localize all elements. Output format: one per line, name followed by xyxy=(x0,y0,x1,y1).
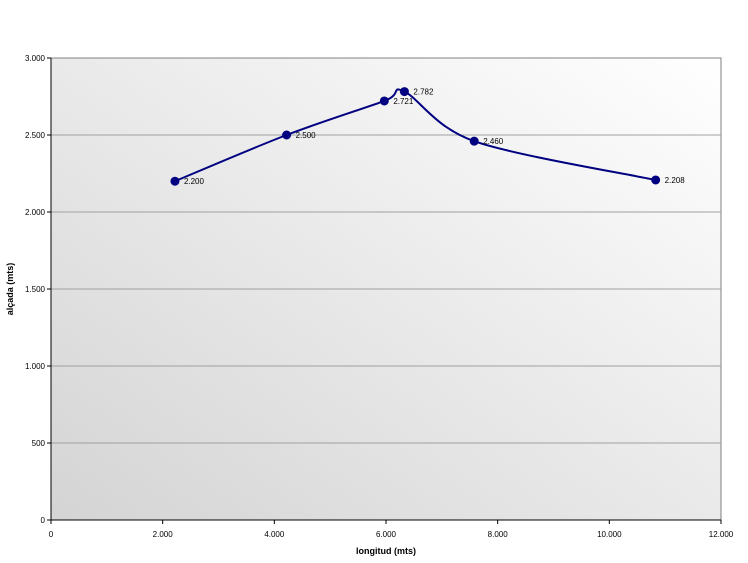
y-tick-label: 2.500 xyxy=(25,131,46,140)
data-point xyxy=(399,87,409,97)
series-line xyxy=(174,88,656,183)
y-tick-label: 1.500 xyxy=(25,285,46,294)
data-point xyxy=(651,175,661,185)
x-tick-label: 6.000 xyxy=(376,530,397,539)
data-label: 2.460 xyxy=(483,137,504,146)
data-label: 2.200 xyxy=(184,177,205,186)
y-axis-title: alçada (mts) xyxy=(5,263,15,316)
y-tick-label: 2.000 xyxy=(25,208,46,217)
data-label: 2.500 xyxy=(296,131,317,140)
data-label: 2.721 xyxy=(393,97,414,106)
data-point xyxy=(379,96,389,106)
x-tick-label: 4.000 xyxy=(264,530,285,539)
y-tick-label: 0 xyxy=(41,516,46,525)
y-tick-label: 3.000 xyxy=(25,54,46,63)
x-tick-label: 8.000 xyxy=(488,530,509,539)
y-tick-label: 500 xyxy=(32,439,46,448)
data-points xyxy=(170,87,661,186)
y-tick-label: 1.000 xyxy=(25,362,46,371)
x-axis-title: longitud (mts) xyxy=(356,546,416,556)
axes xyxy=(47,57,722,524)
x-tick-label: 0 xyxy=(49,530,54,539)
tick-labels: 0 500 1.000 1.500 2.000 2.500 3.000 0 2.000 4.000… xyxy=(25,54,734,539)
data-point xyxy=(170,176,180,186)
data-label: 2.782 xyxy=(413,88,434,97)
x-tick-label: 10.000 xyxy=(597,530,622,539)
x-tick-label: 12.000 xyxy=(709,530,734,539)
x-tick-label: 2.000 xyxy=(153,530,174,539)
data-label: 2.208 xyxy=(665,176,686,185)
gridlines xyxy=(51,134,721,444)
data-point xyxy=(282,130,292,140)
data-point xyxy=(469,136,479,146)
